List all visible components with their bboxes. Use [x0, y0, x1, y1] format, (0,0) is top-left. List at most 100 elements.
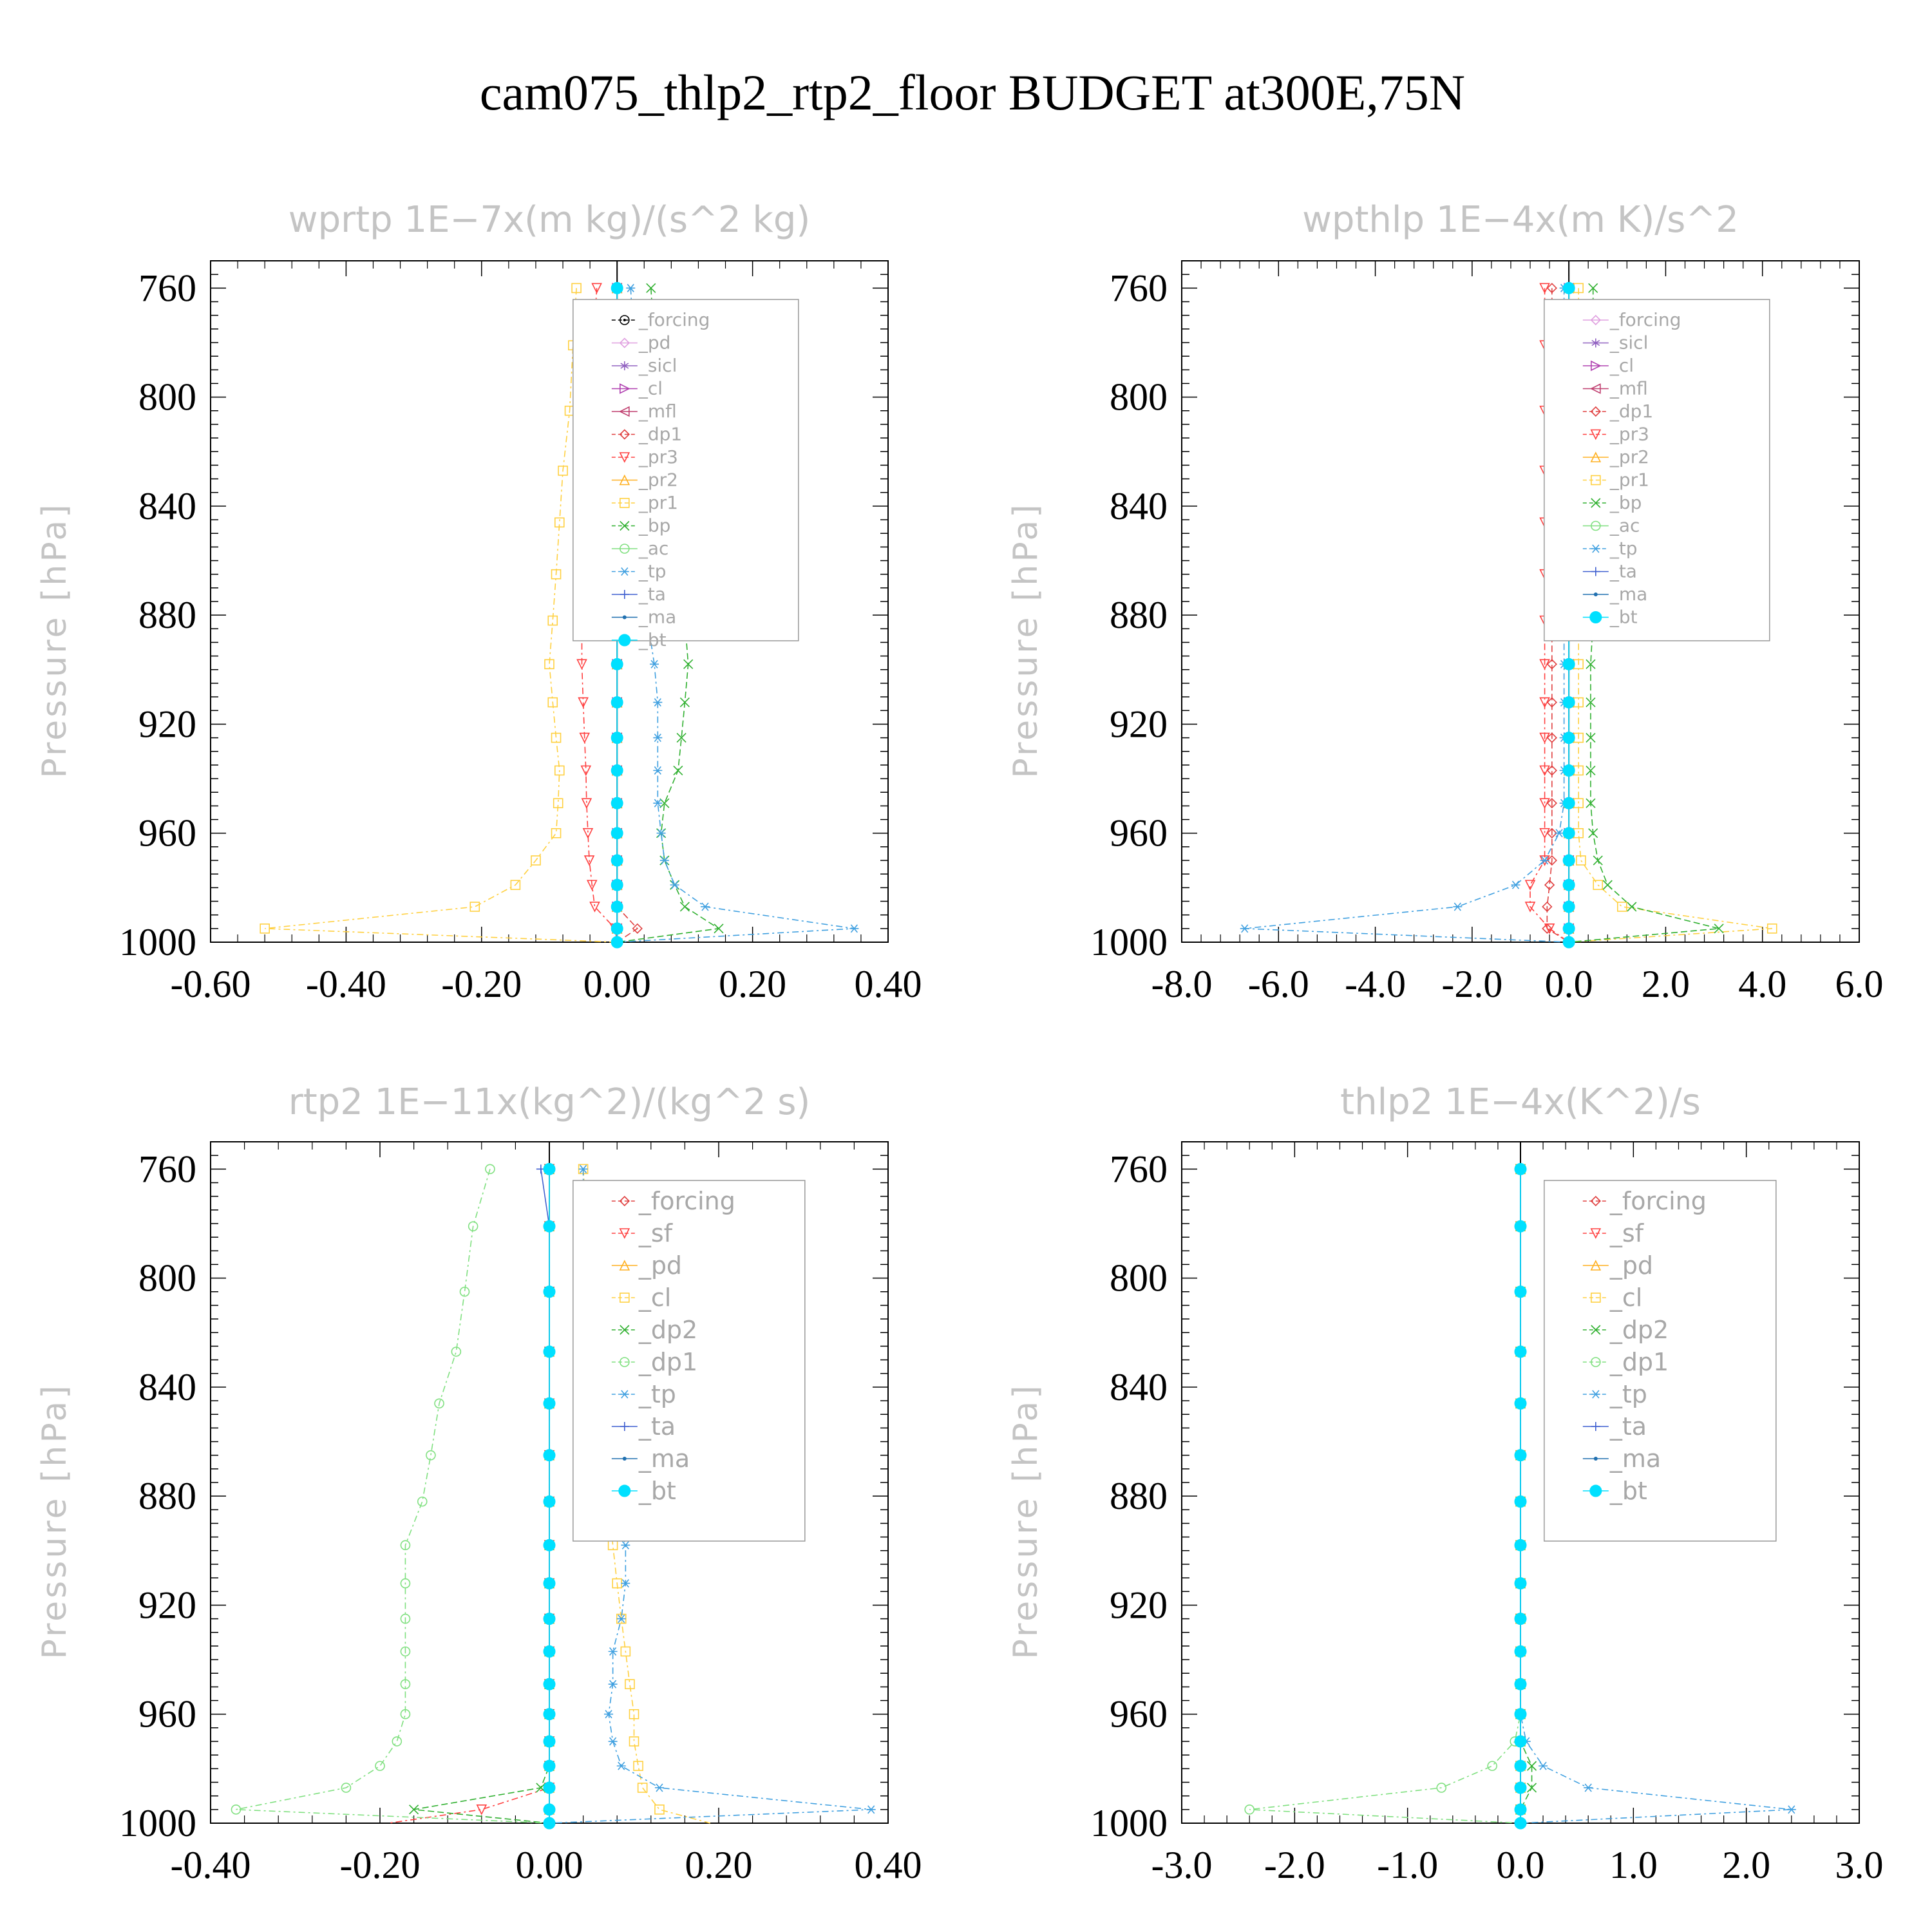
data-point-pr1	[558, 466, 568, 476]
legend-marker-pr1	[1591, 475, 1601, 486]
data-point-dp1	[632, 923, 643, 934]
legend-marker-dp2	[620, 1325, 630, 1335]
data-point-bt	[1514, 1613, 1527, 1625]
data-point-bp	[1588, 828, 1598, 838]
x-tick-label: -0.40	[171, 1844, 251, 1886]
legend-label-ac: _ac	[638, 538, 669, 559]
data-point-dp1	[1487, 1761, 1497, 1771]
data-point-pr3	[1524, 902, 1536, 913]
data-point-cl	[654, 1804, 665, 1815]
legend-label-mfl: _mfl	[1609, 378, 1648, 399]
y-tick-label: 880	[1110, 1475, 1168, 1517]
data-point-bt	[543, 1781, 556, 1794]
legend-marker-dp1	[620, 1357, 630, 1367]
legend-marker-bt	[1589, 1484, 1602, 1497]
legend-marker-forcing	[620, 315, 630, 325]
data-point-pr3	[591, 283, 602, 294]
data-point-bp	[1586, 733, 1596, 743]
y-tick-label: 800	[138, 376, 196, 419]
legend-label-bt: _bt	[1609, 607, 1638, 628]
data-point-bt	[611, 658, 623, 670]
data-point-bp	[683, 659, 694, 669]
data-point-bt	[611, 922, 623, 935]
legend-marker-forcing	[619, 1195, 630, 1207]
data-point-pr1	[554, 765, 565, 776]
data-point-dp1	[1542, 901, 1553, 913]
data-point-bt	[1562, 900, 1575, 913]
legend-marker-bp	[1591, 498, 1601, 508]
data-point-pr1	[551, 828, 562, 838]
data-point-bt	[611, 696, 623, 709]
data-point-bt	[543, 1345, 556, 1358]
legend-marker-tp	[1591, 1390, 1600, 1399]
x-tick-label: -2.0	[1264, 1844, 1325, 1886]
legend-label-pr2: _pr2	[638, 469, 678, 491]
data-point-tp	[866, 1805, 876, 1814]
legend-marker-pd	[619, 1260, 630, 1271]
data-point-tp	[700, 902, 710, 911]
legend-marker-forcing	[1590, 1195, 1601, 1207]
data-point-tp	[616, 1761, 626, 1770]
y-axis-label: Pressure [hPa]	[1007, 1383, 1045, 1660]
data-point-pr3	[1539, 732, 1550, 744]
y-tick-label: 1000	[119, 1802, 196, 1844]
x-tick-label: 2.0	[1642, 963, 1690, 1005]
x-tick-label: 0.40	[855, 1844, 922, 1886]
data-point-tp	[1539, 1761, 1548, 1770]
data-point-tp	[1555, 829, 1564, 838]
legend-label-ma: _ma	[1609, 583, 1647, 605]
data-point-tp	[656, 829, 666, 838]
data-point-bt	[543, 1645, 556, 1658]
legend-label-sf: _sf	[1609, 1219, 1645, 1247]
data-point-bt	[1562, 854, 1575, 867]
data-point-bt	[611, 878, 623, 891]
legend-marker-pr1	[620, 498, 630, 508]
data-point-pr1	[531, 855, 541, 866]
data-point-bt	[543, 1285, 556, 1298]
data-point-bt	[611, 827, 623, 840]
x-tick-label: -0.40	[306, 963, 386, 1005]
data-point-bt	[611, 854, 623, 867]
x-tick-label: -0.20	[340, 1844, 421, 1886]
data-point-bt	[543, 1220, 556, 1233]
data-point-tp	[670, 880, 679, 889]
data-point-bt	[543, 1803, 556, 1816]
data-point-bp	[714, 923, 724, 934]
legend-label-bp: _bp	[1609, 492, 1642, 513]
data-point-dp1	[1546, 659, 1557, 670]
data-point-dp1	[468, 1221, 478, 1231]
data-point-tp	[653, 799, 663, 808]
legend-marker-forcing	[1590, 314, 1601, 326]
data-point-dp1	[451, 1347, 462, 1357]
data-point-pr3	[1544, 923, 1555, 934]
data-point-dp1	[392, 1736, 402, 1747]
y-axis-label: Pressure [hPa]	[1007, 502, 1045, 779]
legend-marker-ma	[1593, 1457, 1598, 1461]
y-tick-label: 1000	[1090, 1802, 1168, 1844]
data-point-dp1	[1546, 798, 1557, 809]
y-tick-label: 760	[1110, 1148, 1168, 1190]
data-point-tp	[650, 659, 659, 668]
data-point-bt	[1514, 1678, 1527, 1690]
data-point-tp	[653, 698, 663, 707]
data-point-bp	[1586, 798, 1596, 808]
data-point-dp1	[231, 1804, 242, 1815]
legend-marker-dp2	[1591, 1325, 1601, 1335]
data-point-tp	[659, 856, 669, 865]
legend-marker-ac	[1591, 520, 1601, 531]
legend-label-ma: _ma	[1609, 1444, 1661, 1473]
legend-label-ma: _ma	[638, 1444, 690, 1473]
data-point-bt	[1514, 1817, 1527, 1830]
data-point-tp	[608, 1737, 618, 1746]
data-point-bt	[1514, 1495, 1527, 1508]
x-tick-label: -2.0	[1441, 963, 1502, 1005]
legend-label-ta: _ta	[1609, 561, 1637, 582]
legend-marker-dp1	[619, 429, 630, 440]
legend-label-bt: _bt	[638, 1477, 676, 1505]
data-point-bt	[1514, 1345, 1527, 1358]
y-tick-label: 920	[138, 703, 196, 745]
chart-panel-4: thlp2 1E−4x(K^2)/s Pressure [hPa] 760 800 84…	[1007, 1081, 1884, 1886]
data-point-bt	[1514, 1759, 1527, 1772]
x-tick-label: 0.0	[1497, 1844, 1545, 1886]
x-tick-label: 3.0	[1835, 1844, 1884, 1886]
